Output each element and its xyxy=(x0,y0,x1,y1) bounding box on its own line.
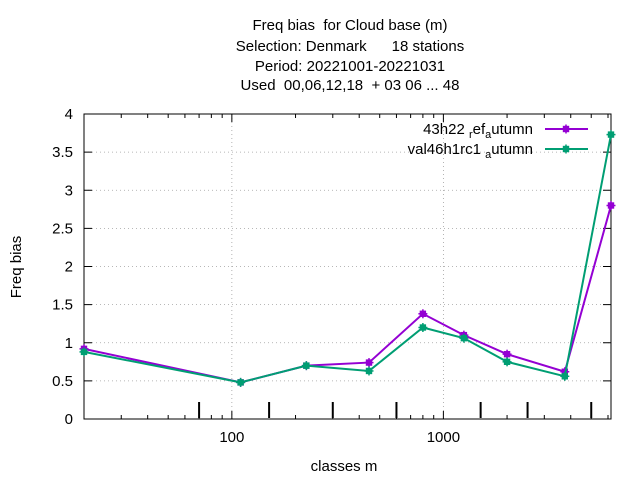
series-line xyxy=(83,205,612,384)
data-point xyxy=(502,349,512,359)
data-point xyxy=(236,377,246,387)
x-tick-label: 1000 xyxy=(427,429,460,446)
y-tick-label: 1 xyxy=(65,335,73,352)
y-tick-label: 0.5 xyxy=(52,373,73,390)
legend-label: val46h1rc1 autumn xyxy=(408,141,533,161)
y-tick-label: 3 xyxy=(65,182,73,199)
data-point xyxy=(502,357,512,367)
data-point xyxy=(418,323,428,332)
data-point xyxy=(418,309,428,319)
plot-border xyxy=(83,113,612,420)
y-tick-label: 3.5 xyxy=(52,144,73,161)
axes: 0 0.5 1 1.5 2 2.5 3 3.5 4 100 1000 xyxy=(52,106,612,446)
series-1 xyxy=(79,201,616,387)
series-layer xyxy=(79,130,616,387)
title-line-1: Freq bias for Cloud base (m) xyxy=(252,17,448,34)
data-point xyxy=(364,366,374,376)
y-tick-label: 2 xyxy=(65,259,73,276)
y-tick-label: 0 xyxy=(65,411,73,428)
title-line-4: Used 00,06,12,18 + 03 06 ... 48 xyxy=(240,77,460,94)
y-tick-label: 1.5 xyxy=(52,297,73,314)
legend-label: 43h22 refautumn xyxy=(423,121,533,141)
x-axis-label: classes m xyxy=(311,458,378,475)
data-point xyxy=(560,371,570,381)
data-point xyxy=(79,347,89,357)
title-line-2: Selection: Denmark 18 stations xyxy=(235,38,465,55)
y-axis-label: Freq bias xyxy=(8,236,25,299)
title-line-3: Period: 20221001-20221031 xyxy=(254,58,446,75)
series-line xyxy=(83,134,612,384)
grid xyxy=(84,114,611,419)
x-tick-label: 100 xyxy=(219,429,244,446)
data-point xyxy=(364,358,374,368)
data-point xyxy=(561,144,571,154)
data-point xyxy=(606,130,616,140)
y-tick-label: 2.5 xyxy=(52,220,73,237)
data-point xyxy=(606,201,616,210)
y-tick-label: 4 xyxy=(65,106,73,123)
data-point xyxy=(301,361,311,371)
data-point xyxy=(459,333,469,343)
series-2 xyxy=(79,130,616,387)
data-point xyxy=(561,124,571,134)
